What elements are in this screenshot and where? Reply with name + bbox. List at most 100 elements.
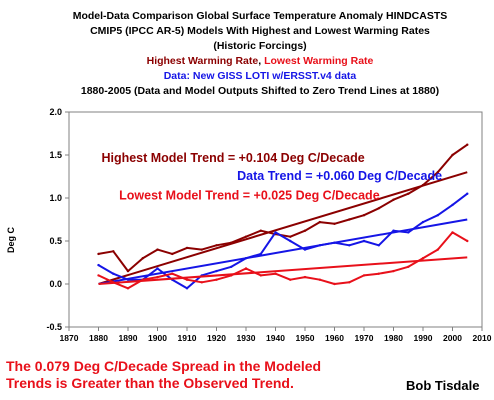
data-point-lowest-model [421,257,425,260]
data-point-highest-model [141,257,144,260]
data-point-lowest-model [126,287,130,290]
data-point-lowest-model [377,272,380,275]
data-point-data [230,265,233,268]
data-point-lowest-model [274,272,277,275]
x-tick-label: 1980 [384,333,403,343]
data-point-data [421,220,425,224]
x-tick-label: 1990 [414,333,433,343]
x-tick-label: 1880 [89,333,108,343]
x-axis-ticks: 1870 1880 1890 1900 1910 1920 1930 1940 1950 1960… [60,327,492,343]
data-point-highest-model [259,229,262,232]
data-point-data [274,231,277,234]
data-point-data [451,203,454,207]
data-point-data [185,287,189,290]
chart-svg: Model-Data Comparison Global Surface Tem… [6,10,492,343]
data-point-lowest-model [97,274,100,277]
x-tick-label: 1910 [178,333,197,343]
x-tick-label: 1920 [207,333,226,343]
chart-title-line-1: Model-Data Comparison Global Surface Tem… [73,10,448,22]
data-point-data [112,272,115,275]
footer-note: The 0.079 Deg C/Decade Spread in the Mod… [6,358,322,391]
data-point-highest-model [348,218,351,221]
data-point-highest-model [112,250,115,253]
data-point-highest-model [303,229,307,232]
data-point-highest-model [407,192,410,195]
x-tick-label: 1970 [355,333,374,343]
trend-line-highest-model [98,171,468,285]
chart-data-source-line: Data: New GISS LOTI w/ERSST.v4 data [164,70,357,82]
y-axis-label: Deg C [6,227,16,254]
series-line-lowest-model [98,231,468,290]
data-point-highest-model [185,246,189,250]
data-point-lowest-model [318,278,321,281]
y-tick-label: -0.5 [46,322,62,332]
y-tick-label: 0.0 [49,279,62,289]
chart-subtitle-rates: Highest Warming Rate, Lowest Warming Rat… [147,55,374,67]
x-tick-label: 1940 [266,333,285,343]
data-point-highest-model [451,153,454,157]
data-point-lowest-model [171,272,174,275]
data-point-lowest-model [451,231,454,234]
data-point-data [289,239,292,243]
data-point-lowest-model [185,278,189,281]
data-point-lowest-model [362,274,366,277]
data-point-highest-model [362,214,366,217]
data-point-data [215,269,218,273]
data-point-lowest-model [200,281,203,284]
data-point-lowest-model [333,282,336,286]
data-point-lowest-model [156,275,159,279]
data-point-highest-model [156,248,159,251]
subtitle-separator: , [258,55,264,67]
series-line-data [97,192,468,290]
data-point-data [362,239,366,243]
data-point-data [97,263,100,267]
data-point-highest-model [126,269,130,273]
trend-line-lowest-model [98,256,468,285]
series-layer [97,143,469,290]
data-point-lowest-model [244,267,248,270]
x-tick-label: 1950 [296,333,315,343]
x-tick-label: 1900 [148,333,167,343]
chart-titles: Model-Data Comparison Global Surface Tem… [73,10,448,97]
subtitle-highest-rate: Highest Warming Rate [147,55,259,67]
data-point-highest-model [171,252,174,256]
data-point-data [156,267,159,270]
data-point-data [436,214,439,217]
data-point-lowest-model [392,269,395,273]
series-line-highest-model [98,143,468,273]
data-point-highest-model [377,207,380,210]
y-tick-label: 2.0 [49,107,62,117]
data-point-data [348,244,351,247]
data-point-highest-model [244,235,248,238]
x-tick-label: 1960 [325,333,344,343]
data-point-lowest-model [289,278,292,281]
y-tick-label: 1.0 [49,193,62,203]
annotation-highest-trend: Highest Model Trend = +0.104 Deg C/Decad… [101,151,364,165]
x-tick-label: 1870 [60,333,79,343]
data-point-highest-model [97,252,100,256]
x-tick-label: 2000 [443,333,462,343]
data-point-lowest-model [407,265,410,268]
data-point-data [466,192,469,195]
plot-area-frame [68,111,483,328]
annotation-data-trend: Data Trend = +0.060 Deg C/Decade [237,169,442,183]
trend-annotations: Highest Model Trend = +0.104 Deg C/Decad… [101,151,442,203]
data-point-highest-model [436,171,439,174]
chart-period-line: 1880-2005 (Data and Model Outputs Shifte… [81,85,439,97]
data-point-highest-model [200,248,203,251]
data-point-lowest-model [259,274,262,277]
x-tick-label: 1930 [237,333,256,343]
subtitle-lowest-rate: Lowest Warming Rate [264,55,373,67]
data-point-highest-model [289,235,292,238]
y-tick-label: 1.5 [49,150,62,160]
data-point-lowest-model [303,275,307,279]
y-axis-ticks: -0.5 0.0 0.5 1.0 1.5 2.0 [46,107,69,332]
data-point-highest-model [466,143,469,146]
trend-line-data [98,218,468,285]
chart-title-line-3: (Historic Forcings) [213,40,306,52]
data-point-lowest-model [436,248,439,251]
footer-author: Bob Tisdale [406,378,480,393]
data-point-highest-model [333,222,336,225]
data-point-highest-model [392,198,395,201]
